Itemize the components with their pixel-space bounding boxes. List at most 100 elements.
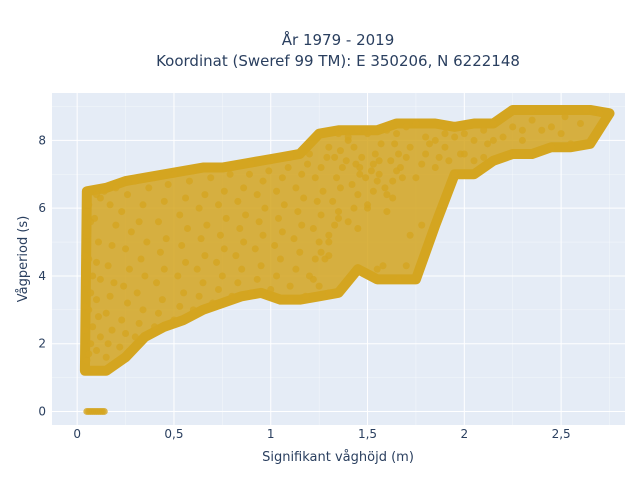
scatter-point: [232, 252, 240, 260]
scatter-point: [431, 164, 439, 172]
scatter-point: [336, 147, 344, 155]
scatter-point: [325, 143, 333, 151]
scatter-point: [189, 306, 197, 314]
scatter-point: [81, 279, 89, 287]
scatter-point: [364, 204, 372, 212]
scatter-point: [313, 197, 321, 205]
scatter-point: [118, 208, 126, 216]
scatter-point: [201, 191, 209, 199]
scatter-point: [213, 258, 221, 266]
scatter-point: [278, 228, 286, 236]
scatter-point: [451, 170, 459, 178]
scatter-point: [451, 133, 459, 141]
scatter-point: [123, 299, 131, 307]
scatter-point: [561, 113, 569, 121]
scatter-point: [315, 282, 323, 290]
scatter-point: [335, 208, 342, 216]
scatter-point: [335, 130, 342, 138]
scatter-point: [259, 177, 267, 185]
scatter-point: [83, 228, 91, 236]
scatter-point: [151, 174, 159, 182]
scatter-point: [329, 197, 337, 205]
scatter-point: [247, 289, 255, 297]
scatter-point: [207, 174, 215, 182]
scatter-point: [83, 208, 91, 216]
scatter-point: [431, 136, 439, 144]
scatter-point: [93, 296, 101, 304]
scatter-point: [348, 180, 356, 188]
scatter-point: [176, 302, 184, 310]
scatter-point: [145, 184, 153, 192]
scatter-point: [141, 272, 149, 280]
scatter-point: [259, 231, 267, 239]
scatter-point: [412, 119, 420, 127]
scatter-point: [122, 330, 130, 338]
scatter-point: [195, 292, 203, 300]
x-tick-label: 1: [267, 427, 275, 441]
scatter-point: [509, 150, 517, 158]
scatter-point: [371, 150, 379, 158]
scatter-point: [286, 296, 294, 304]
scatter-point: [91, 214, 99, 222]
scatter-point: [176, 211, 184, 219]
scatter-point: [162, 235, 170, 243]
scatter-point: [178, 241, 186, 249]
scatter-point: [104, 262, 112, 270]
scatter-point: [131, 333, 139, 341]
scatter-point: [91, 367, 99, 375]
scatter-point: [214, 285, 222, 293]
scatter-point: [238, 265, 246, 273]
scatter-point: [393, 130, 401, 138]
scatter-point: [480, 153, 488, 161]
scatter-point: [315, 238, 323, 246]
scatter-point: [240, 184, 248, 192]
scatter-point: [422, 150, 430, 158]
scatter-point: [325, 238, 333, 246]
x-tick-label: 0,5: [164, 427, 183, 441]
scatter-point: [137, 255, 145, 263]
scatter-point: [422, 133, 430, 141]
scatter-point: [460, 130, 468, 138]
scatter-point: [170, 316, 178, 324]
y-axis-title: Vågperiod (s): [16, 216, 31, 303]
scatter-point: [120, 282, 128, 290]
scatter-point: [112, 184, 120, 192]
scatter-point: [214, 201, 222, 209]
scatter-point: [247, 160, 255, 168]
scatter-point: [362, 174, 370, 182]
scatter-point: [354, 126, 362, 134]
scatter-point: [375, 157, 383, 165]
scatter-point: [89, 272, 97, 280]
scatter-point: [484, 140, 492, 148]
scatter-point: [369, 187, 377, 195]
scatter-point: [83, 357, 91, 365]
scatter-point: [156, 248, 164, 256]
scatter-point: [271, 241, 279, 249]
scatter-point: [242, 211, 250, 219]
scatter-point: [489, 119, 497, 127]
scatter-point: [195, 204, 203, 212]
scatter-point: [406, 231, 414, 239]
scatter-point: [356, 164, 364, 172]
scatter-point: [383, 126, 391, 134]
scatter-point: [182, 194, 190, 202]
chart-title-line-1: År 1979 - 2019: [282, 30, 395, 49]
scatter-point: [106, 201, 114, 209]
scatter-point: [528, 116, 536, 124]
scatter-point: [402, 153, 410, 161]
x-tick-label: 1,5: [358, 427, 377, 441]
scatter-point: [395, 275, 403, 283]
x-tick-label: 2: [461, 427, 469, 441]
scatter-point: [234, 197, 242, 205]
scatter-point: [276, 255, 284, 263]
scatter-point: [557, 130, 565, 138]
scatter-point: [220, 187, 228, 195]
scatter-point: [108, 241, 116, 249]
scatter-point: [596, 109, 604, 117]
scatter-point: [344, 133, 352, 141]
scatter-point: [441, 143, 449, 151]
scatter-point: [354, 191, 362, 199]
scatter-point: [122, 245, 130, 253]
scatter-point: [118, 316, 126, 324]
scatter-point: [470, 157, 478, 165]
